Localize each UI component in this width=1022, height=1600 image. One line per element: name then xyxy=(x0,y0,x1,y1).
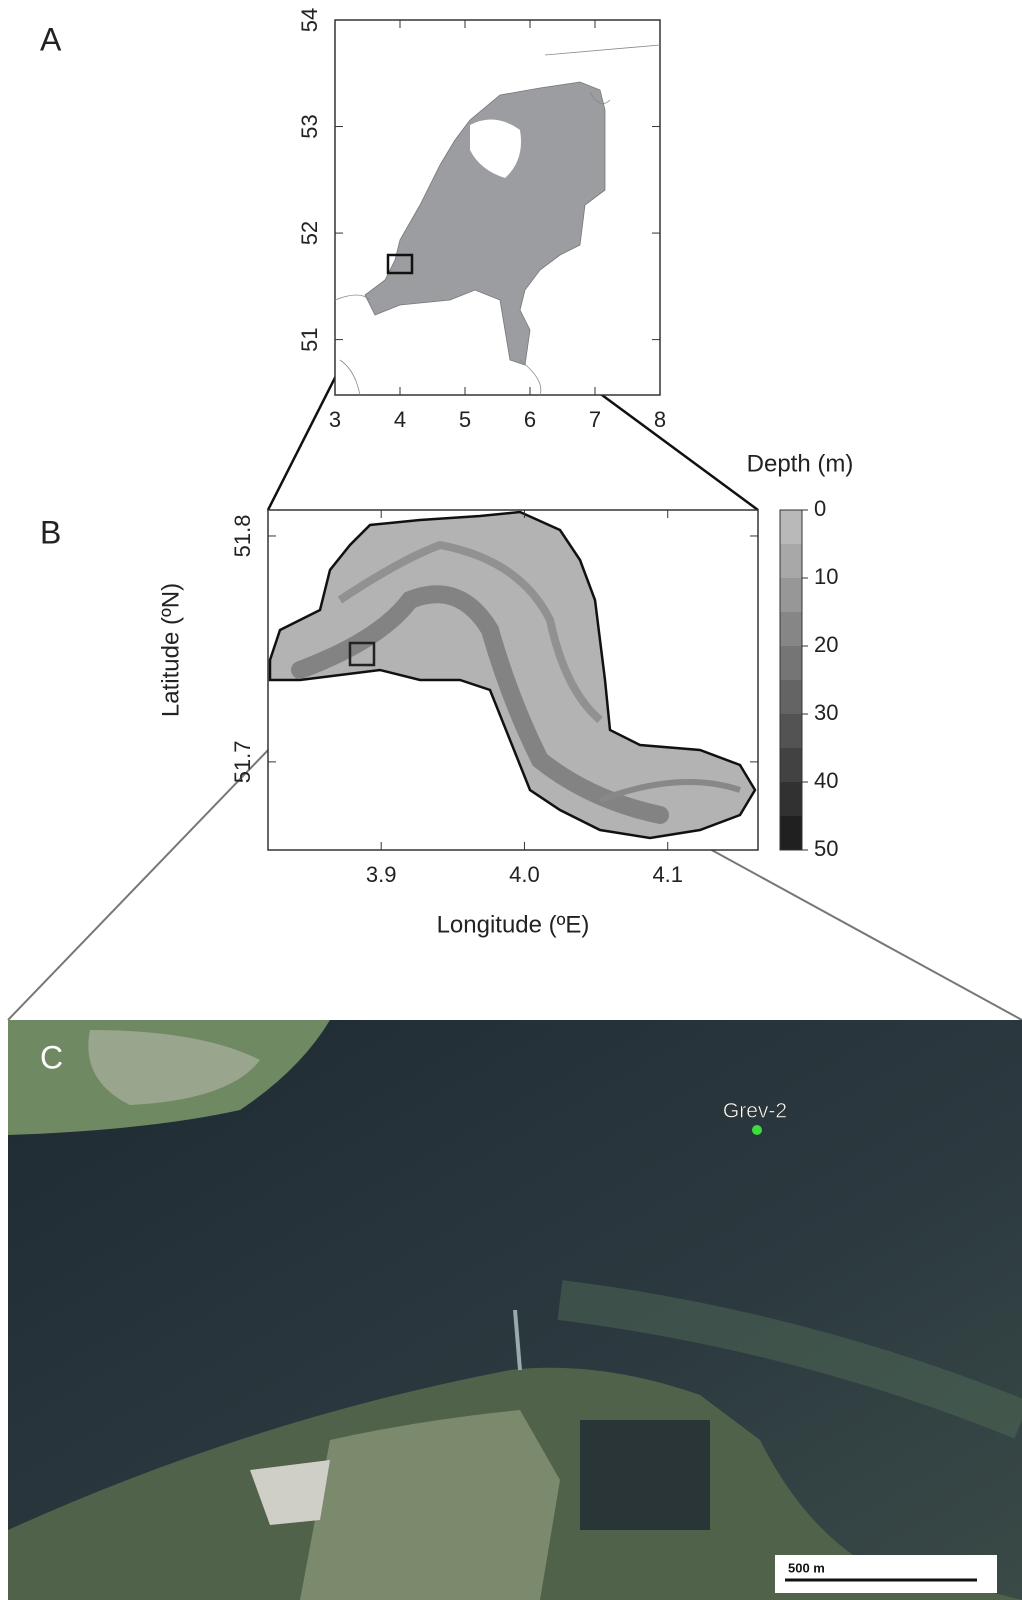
colorbar-band xyxy=(780,612,802,647)
panel-label: A xyxy=(40,21,62,57)
colorbar-title: Depth (m) xyxy=(747,450,854,477)
site-label: Grev-2 xyxy=(723,1100,787,1123)
x-tick-label: 3 xyxy=(329,407,341,432)
y-tick-label: 51 xyxy=(297,327,322,351)
x-tick-label: 4.0 xyxy=(509,862,540,887)
scale-bar xyxy=(775,1555,997,1593)
x-tick-label: 4 xyxy=(394,407,406,432)
y-tick-label: 53 xyxy=(297,114,322,138)
y-tick-label: 51.7 xyxy=(230,740,255,783)
colorbar-tick-label: 50 xyxy=(814,836,838,861)
colorbar-band xyxy=(780,578,802,613)
satellite-image xyxy=(8,1020,1022,1600)
map-a xyxy=(334,19,661,396)
colorbar-band xyxy=(780,816,802,851)
colorbar-tick-label: 30 xyxy=(814,700,838,725)
y-tick-label: 54 xyxy=(297,8,322,32)
map-b xyxy=(267,509,759,851)
colorbar-band xyxy=(780,782,802,817)
x-axis-label: Longitude (ºE) xyxy=(437,911,590,938)
colorbar-tick-label: 40 xyxy=(814,768,838,793)
y-axis-label: Latitude (ºN) xyxy=(157,583,184,717)
y-tick-label: 52 xyxy=(297,221,322,245)
panel-label: C xyxy=(40,1039,63,1075)
colorbar-band xyxy=(780,646,802,681)
scale-label: 500 m xyxy=(788,1560,825,1575)
x-tick-label: 4.1 xyxy=(652,862,683,887)
x-tick-label: 6 xyxy=(524,407,536,432)
colorbar-tick-label: 20 xyxy=(814,632,838,657)
colorbar-tick-label: 0 xyxy=(814,496,826,521)
colorbar-band xyxy=(780,714,802,749)
colorbar-tick-label: 10 xyxy=(814,564,838,589)
x-tick-label: 8 xyxy=(654,407,666,432)
x-tick-label: 3.9 xyxy=(366,862,397,887)
x-tick-label: 7 xyxy=(589,407,601,432)
colorbar-band xyxy=(780,510,802,545)
panel-label: B xyxy=(40,514,61,550)
y-tick-label: 51.8 xyxy=(230,515,255,558)
colorbar-frame xyxy=(779,509,803,851)
colorbar-band xyxy=(780,748,802,783)
x-tick-label: 5 xyxy=(459,407,471,432)
colorbar-band xyxy=(780,544,802,579)
colorbar-band xyxy=(780,680,802,715)
